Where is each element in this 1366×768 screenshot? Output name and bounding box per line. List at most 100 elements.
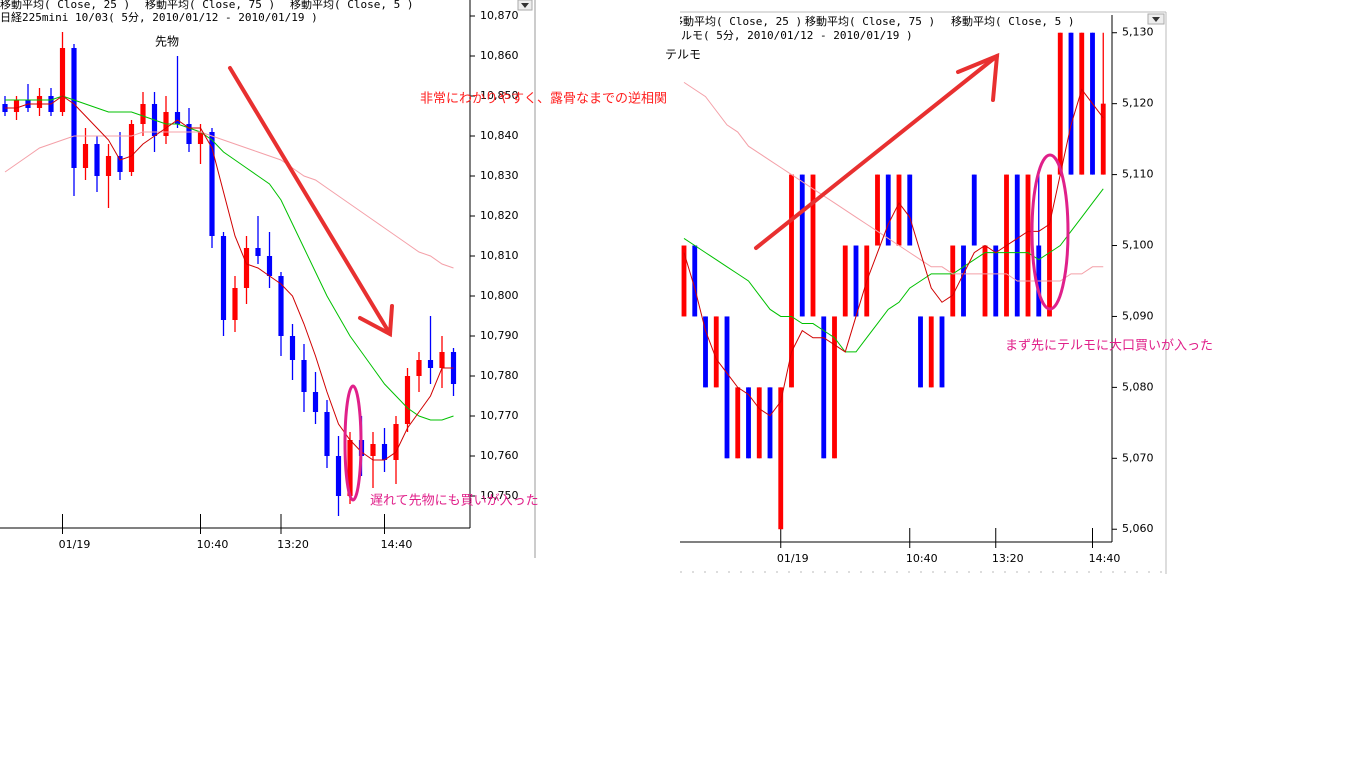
candle-body: [266, 256, 273, 276]
y-tick-label: 10,810: [480, 249, 519, 262]
moving-average-line: [5, 95, 454, 421]
candle-body: [370, 444, 376, 456]
candle-body: [950, 245, 956, 317]
x-tick-label: 01/19: [59, 538, 91, 551]
y-tick-label: 5,100: [1122, 239, 1154, 252]
candle-body: [197, 132, 204, 144]
candle-body: [13, 100, 20, 112]
x-tick-label: 10:40: [197, 538, 229, 551]
candle-body: [439, 352, 445, 368]
arrows: [228, 52, 1000, 338]
scroll-arrow: [521, 3, 529, 8]
y-tick-label: 5,120: [1122, 97, 1154, 110]
candle-body: [36, 96, 43, 108]
y-tick-label: 5,060: [1122, 522, 1154, 535]
candle-body: [220, 236, 227, 320]
candle-body: [832, 316, 837, 459]
candle-body: [713, 316, 719, 388]
candle-body: [59, 48, 66, 112]
candle-body: [186, 124, 192, 144]
instrument-label: テルモ: [665, 48, 701, 62]
candle-body: [1100, 103, 1106, 175]
instrument-label: 先物: [155, 35, 179, 49]
candle-body: [756, 387, 762, 459]
candle-body: [1047, 174, 1052, 317]
y-tick-label: 10,780: [480, 369, 519, 382]
candle-body: [427, 360, 434, 368]
candle-body: [347, 440, 353, 496]
moving-average-line: [4, 131, 454, 269]
plot-area: [2, 32, 457, 516]
chart-subtitle: テルモ( 5分, 2010/01/12 - 2010/01/19 ): [670, 29, 913, 42]
candle-body: [324, 412, 330, 456]
y-tick-label: 10,870: [480, 9, 519, 22]
candle-body: [681, 245, 687, 317]
candle-body: [778, 387, 784, 530]
x-tick-label: 14:40: [1089, 552, 1121, 565]
y-tick-label: 10,770: [480, 409, 519, 422]
candle-body: [939, 316, 945, 388]
candle-body: [335, 456, 342, 496]
moving-average-line: [683, 81, 1104, 282]
y-tick-label: 10,860: [480, 49, 519, 62]
legend-entry: 移動平均( Close, 75 ): [805, 14, 935, 28]
candle-body: [1079, 32, 1085, 175]
chart-subtitle: 日経225mini 10/03( 5分, 2010/01/12 - 2010/0…: [0, 11, 318, 24]
candle-body: [82, 144, 89, 168]
candle-body: [789, 174, 794, 388]
y-tick-label: 5,110: [1122, 168, 1154, 181]
candle-body: [853, 245, 859, 317]
y-tick-label: 10,800: [480, 289, 519, 302]
legend-entry: 移動平均( Close, 5 ): [290, 0, 413, 11]
candle-body: [1068, 32, 1074, 175]
header: 移動平均( Close, 25 ) 移動平均( Close, 75 ) 移動平均( …: [0, 0, 413, 24]
candle-body: [735, 387, 741, 459]
candle-body: [885, 174, 891, 246]
candle-body: [1014, 174, 1020, 317]
candle-body: [767, 387, 773, 459]
annotation: 非常にわかりやすく、露骨なまでの逆相関: [420, 91, 667, 107]
candle-body: [255, 248, 261, 256]
x-tick-label: 13:20: [992, 552, 1024, 565]
candle-body: [71, 48, 77, 168]
highlight-ellipse: [343, 384, 363, 502]
x-tick-label: 13:20: [277, 538, 309, 551]
candle-body: [961, 245, 966, 317]
candle-body: [842, 245, 848, 317]
candle-body: [799, 174, 805, 317]
candle-body: [140, 104, 146, 124]
y-tick-label: 10,850: [480, 89, 519, 102]
candle-body: [393, 424, 399, 460]
candle-body: [724, 316, 730, 459]
candle-body: [692, 245, 698, 317]
plot-area: [681, 32, 1106, 530]
candle-body: [243, 248, 250, 288]
candle-body: [810, 174, 816, 317]
candle-body: [907, 174, 913, 246]
candle-body: [1025, 174, 1031, 317]
legend-entry: 移動平均( Close, 25 ): [0, 0, 130, 11]
scroll-arrow: [1152, 17, 1160, 22]
candle-body: [416, 360, 422, 376]
candle-body: [928, 316, 934, 388]
candle-body: [278, 276, 284, 336]
y-tick-label: 5,080: [1122, 380, 1154, 393]
arrow: [754, 54, 999, 250]
arrow-head: [358, 304, 394, 338]
y-tick-label: 10,750: [480, 489, 519, 502]
y-tick-label: 5,130: [1122, 26, 1154, 39]
x-tick-label: 10:40: [906, 552, 938, 565]
candle-body: [982, 245, 988, 317]
y-tick-label: 10,840: [480, 129, 519, 142]
candle-body: [117, 156, 123, 172]
candle-body: [875, 174, 880, 246]
moving-average-line: [5, 95, 454, 461]
candle-body: [746, 387, 751, 459]
highlight-ellipse: [1030, 153, 1070, 311]
legend-entry: 移動平均( Close, 25 ): [672, 14, 802, 28]
y-tick-label: 10,820: [480, 209, 519, 222]
legend-entry: 移動平均( Close, 5 ): [951, 14, 1074, 28]
header: 移動平均( Close, 25 ) 移動平均( Close, 75 ) 移動平均( …: [670, 14, 1074, 42]
arrow-head: [956, 52, 1000, 102]
